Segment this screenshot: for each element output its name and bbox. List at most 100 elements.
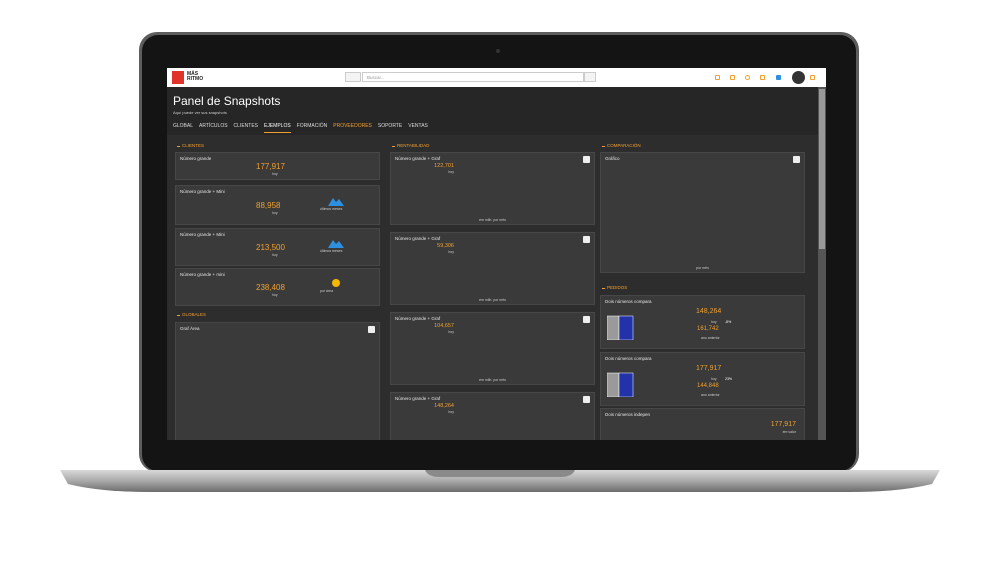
icon[interactable] <box>760 75 765 80</box>
expand-button[interactable] <box>793 156 800 163</box>
expand-button[interactable] <box>583 236 590 243</box>
tab[interactable]: ARTÍCULOS <box>199 123 228 129</box>
big-number: 177,917 <box>696 365 722 372</box>
big-number: 177,917 <box>256 162 285 171</box>
icon[interactable] <box>730 75 735 80</box>
card-title: Número grande + Graf <box>395 316 441 321</box>
caption: hoy <box>448 170 454 174</box>
bar-icon <box>607 372 620 397</box>
big-number: 213,500 <box>256 243 285 252</box>
tab[interactable]: VENTAS <box>408 123 428 129</box>
expand-button[interactable] <box>583 156 590 163</box>
chart-footer: em milh. por mês <box>479 298 506 302</box>
caption: hoy <box>448 330 454 334</box>
caption: hoy <box>272 253 278 257</box>
logo-bottom: RITMO <box>187 76 204 82</box>
tab[interactable]: GLOBAL <box>173 123 194 129</box>
caption: hoy <box>448 410 454 414</box>
top-bar: MÁS RITMO Buscar... <box>167 68 826 87</box>
chart-footer: em milh. por mês <box>479 218 506 222</box>
icon-shape <box>332 279 340 287</box>
caption: hoy <box>448 250 454 254</box>
big-number: 177,917 <box>770 421 796 428</box>
caption: hoy <box>711 377 717 381</box>
side-label: últimos meses <box>320 249 343 253</box>
caption: hoy <box>272 293 278 297</box>
bar-icon <box>607 315 620 340</box>
chart-footer: em milh. por mês <box>479 378 506 382</box>
notch <box>425 470 575 477</box>
card-title: Número grande + Graf <box>395 396 441 401</box>
bar-icon <box>618 372 634 397</box>
card-title: Número grande <box>180 156 212 161</box>
caption: hoy <box>711 320 717 324</box>
search-input[interactable]: Buscar... <box>362 72 584 82</box>
card-title: Dois números compara <box>605 299 652 304</box>
search-button[interactable] <box>584 72 596 82</box>
mini-icon <box>328 240 344 248</box>
card-title: Gráfico <box>605 156 620 161</box>
icon[interactable] <box>776 75 781 80</box>
tab[interactable]: SOPORTE <box>377 123 403 129</box>
tab[interactable]: CLIENTES <box>233 123 258 129</box>
icon[interactable] <box>745 75 750 80</box>
compare-bars <box>607 372 634 397</box>
tab[interactable]: PROVEEDORES <box>333 123 372 129</box>
tab[interactable]: EJEMPLOS <box>264 123 291 133</box>
icon[interactable] <box>810 75 815 80</box>
section-title: COMPARACIÓN <box>602 143 641 148</box>
change: -8% <box>725 320 732 324</box>
card: Graf Áreaem milh. por mês <box>175 322 380 440</box>
icon[interactable] <box>715 75 720 80</box>
card: Número grande + Mini 213,500 hoy últimos me… <box>175 228 380 266</box>
caption: em valor <box>782 430 796 434</box>
card: Número grande + mini 238,408 hoy por área <box>175 268 380 306</box>
big-number: 88,958 <box>256 201 281 210</box>
page-title: Panel de Snapshots <box>173 94 281 108</box>
logo-top: MÁS <box>187 71 199 77</box>
tab[interactable]: FORMACIÓN <box>296 123 328 129</box>
icon-shape <box>328 240 344 248</box>
icon-shape <box>328 198 344 206</box>
expand-button[interactable] <box>368 326 375 333</box>
camera <box>496 49 500 53</box>
search-menu[interactable] <box>345 72 361 82</box>
card: Número grande 177,917 hoy <box>175 152 380 180</box>
mini-icon <box>332 279 340 287</box>
card-title: Número grande + mini <box>180 272 225 277</box>
section-title: RENTABILIDAD <box>392 143 429 148</box>
card: Dois números indepen 177,917 em valor <box>600 408 805 440</box>
card: Número grande + Graf 104,657 hoy em milh. p… <box>390 312 595 385</box>
second-number: 161,742 <box>697 326 719 332</box>
page-subtitle: Aquí puede ver sus snapshots <box>173 110 227 115</box>
chart-footer: por mês <box>696 266 709 270</box>
expand-button[interactable] <box>583 396 590 403</box>
section-title: PEDIDOS <box>602 285 627 290</box>
card-title: Número grande + Mini <box>180 189 225 194</box>
logo-icon <box>172 71 184 84</box>
avatar[interactable] <box>792 71 805 84</box>
card: Dois números compara 148,264 hoy -8% 161,742… <box>600 295 805 349</box>
laptop-base <box>60 470 940 492</box>
card: Número grande + Graf 122,701 hoy em milh. p… <box>390 152 595 225</box>
bar-icon <box>618 315 634 340</box>
expand-button[interactable] <box>583 316 590 323</box>
card: Gráfico por mês <box>600 152 805 273</box>
card-title: Dois números indepen <box>605 412 651 417</box>
tabs: GLOBAL ARTÍCULOS CLIENTES EJEMPLOS FORMACIÓN… <box>173 123 428 133</box>
second-number: 144,848 <box>697 383 719 389</box>
card-title: Dois números compara <box>605 356 652 361</box>
section-title: CLIENTES <box>177 143 204 148</box>
card: Número grande + Graf 59,306 hoy em milh. po… <box>390 232 595 305</box>
scrollbar[interactable] <box>818 87 826 440</box>
side-label: últimos meses <box>320 207 343 211</box>
page-header <box>167 87 826 135</box>
card-title: Graf Área <box>180 326 200 331</box>
big-number: 122,701 <box>434 163 454 169</box>
side-label: por área <box>320 289 334 293</box>
section-title: GLOBALES <box>177 312 206 317</box>
scroll-thumb[interactable] <box>819 89 825 249</box>
caption: hoy <box>272 211 278 215</box>
card-title: Número grande + Mini <box>180 232 225 237</box>
